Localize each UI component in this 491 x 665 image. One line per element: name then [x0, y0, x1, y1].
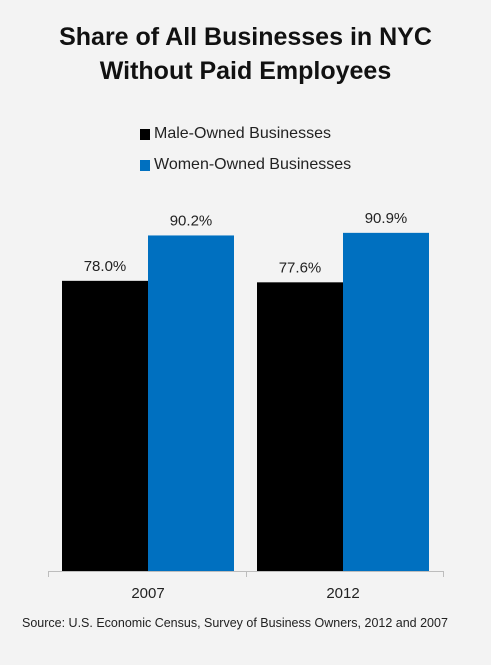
legend-swatch-male — [140, 128, 150, 140]
x-tick-label-2007: 2007 — [131, 585, 164, 602]
legend-item-male: Male-Owned Businesses — [140, 124, 351, 144]
chart-legend: Male-Owned Businesses Women-Owned Busine… — [140, 124, 351, 186]
data-label-male-2007: 78.0% — [84, 258, 127, 275]
legend-swatch-women — [140, 159, 150, 171]
bar-women-2012 — [343, 232, 429, 572]
bar-male-2007 — [62, 280, 148, 571]
data-label-women-2012: 90.9% — [365, 210, 408, 227]
chart-title-line-2: Without Paid Employees — [99, 57, 392, 85]
legend-label-women: Women-Owned Businesses — [154, 156, 352, 173]
data-label-male-2012: 77.6% — [279, 259, 322, 276]
bar-women-2007 — [148, 235, 234, 571]
x-tick-label-2012: 2012 — [326, 585, 359, 602]
legend-label-male: Male-Owned Businesses — [154, 125, 331, 142]
data-label-women-2007: 90.2% — [170, 212, 213, 229]
bar-male-2012 — [257, 282, 343, 571]
source-note: Source: U.S. Economic Census, Survey of … — [22, 616, 448, 630]
chart-title-line-1: Share of All Businesses in NYC — [59, 23, 432, 51]
legend-item-women: Women-Owned Businesses — [140, 155, 351, 175]
chart-title: Share of All Businesses in NYC Without P… — [0, 20, 491, 88]
